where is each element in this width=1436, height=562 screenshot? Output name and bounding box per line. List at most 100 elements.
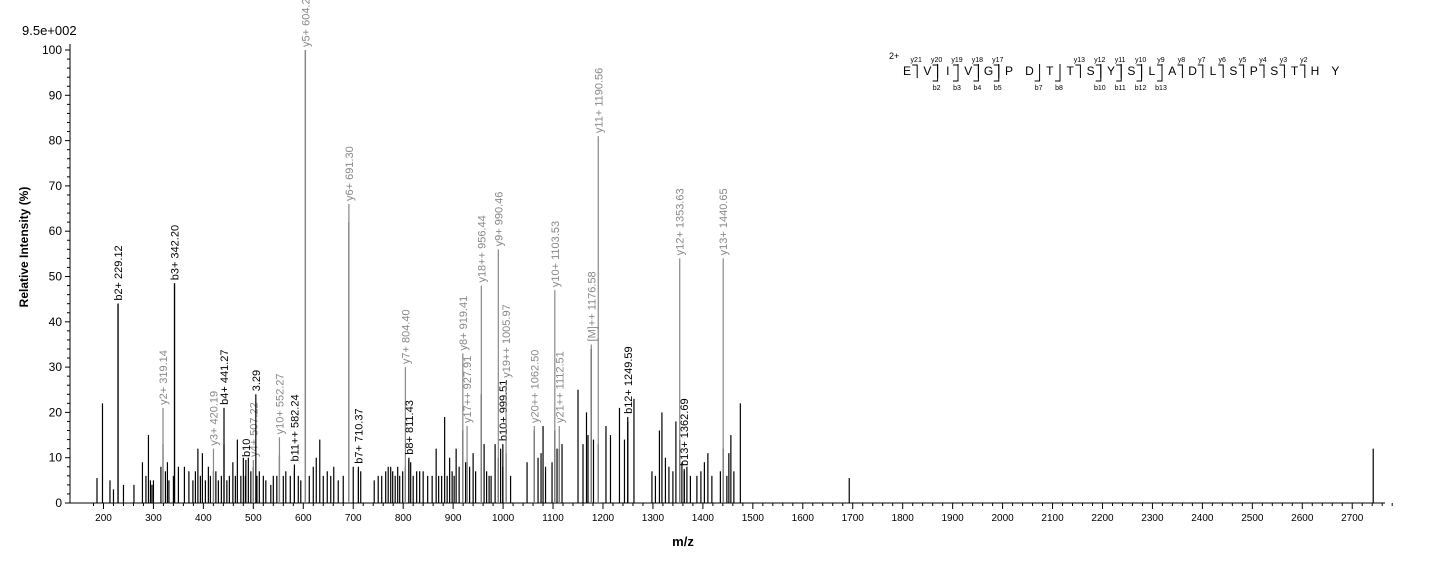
peak-label: y17++ 927.91	[462, 356, 474, 423]
y-ion-label: y17	[992, 57, 1003, 64]
peak-label: y18++ 956.44	[476, 215, 488, 282]
y-tick-label: 70	[49, 179, 63, 193]
b-ion-bracket	[973, 64, 979, 82]
peak-label: y10+ 1103.53	[550, 221, 562, 287]
b-ion-bracket	[1034, 64, 1041, 82]
y-tick-label: 50	[49, 270, 63, 284]
x-tick-label: 1400	[692, 513, 715, 524]
residue: D	[1025, 64, 1034, 78]
b-ion-bracket	[1095, 64, 1102, 82]
y-ion-label: y7	[1198, 57, 1206, 64]
peak-label: b10	[241, 439, 253, 457]
peak-label: b10+ 999.51	[498, 380, 510, 441]
b-ion-label: b3	[953, 85, 961, 92]
b-ion-label: b2	[933, 85, 941, 92]
peak-label: y6+ 691.30	[344, 146, 356, 201]
peak-label: y7+ 804.40	[400, 309, 412, 364]
x-tick-label: 700	[345, 513, 362, 524]
x-tick-label: 400	[195, 513, 212, 524]
residue: H	[1311, 64, 1320, 78]
y-ion-bracket	[993, 64, 1000, 78]
residue: I	[946, 64, 949, 78]
y-ion-label: y20	[931, 57, 942, 64]
b-ion-label: b7	[1035, 85, 1043, 92]
y-ion-label: y11	[1115, 57, 1126, 64]
b-ion-label: b5	[994, 85, 1002, 92]
residue: S	[1270, 64, 1278, 78]
peak-label: y9+ 990.46	[493, 192, 505, 247]
peak-label: y11+ 1190.56	[593, 68, 605, 133]
b-ion-bracket	[993, 64, 1000, 82]
x-tick-label: 2500	[1241, 513, 1264, 524]
y-ion-label: y6	[1218, 57, 1226, 64]
residue: T	[1067, 64, 1075, 78]
peak-label: y8+ 919.41	[458, 296, 470, 351]
peak-label: 3.29	[251, 370, 263, 391]
y-ion-bracket	[973, 64, 979, 78]
x-tick-label: 1800	[892, 513, 915, 524]
y-tick-label: 100	[42, 43, 62, 57]
x-tick-label: 2400	[1191, 513, 1214, 524]
peak-label: b7+ 710.37	[353, 408, 365, 463]
residue: E	[903, 64, 911, 78]
residue: Y	[1107, 64, 1115, 78]
y-tick-label: 80	[49, 134, 63, 148]
y-ion-bracket	[1136, 64, 1143, 78]
peak-label: y12+ 1353.63	[675, 188, 687, 255]
peak-label: y2+ 319.14	[158, 350, 170, 405]
precursor-charge: 2+	[889, 51, 899, 61]
y-ion-label: y10	[1135, 57, 1146, 64]
y-ion-bracket	[1259, 64, 1265, 78]
y-ion-bracket	[1197, 64, 1204, 78]
y-ion-label: y5	[1239, 57, 1247, 64]
x-tick-label: 1600	[792, 513, 815, 524]
x-tick-label: 900	[445, 513, 462, 524]
x-tick-label: 1500	[742, 513, 765, 524]
b-ion-label: b8	[1055, 85, 1063, 92]
peak-label: b8+ 811.43	[404, 400, 416, 455]
peak-label: b4+ 441.27	[219, 349, 231, 404]
b-ion-label: b11	[1115, 85, 1126, 92]
x-tick-label: 1000	[492, 513, 515, 524]
x-tick-label: 1700	[842, 513, 865, 524]
y-ion-label: y4	[1259, 57, 1267, 64]
y-ion-label: y8	[1178, 57, 1186, 64]
x-tick-label: 2300	[1141, 513, 1164, 524]
b-ion-label: b12	[1135, 85, 1147, 92]
b-ion-bracket	[1116, 64, 1122, 82]
x-axis-title: m/z	[672, 534, 694, 549]
residue: A	[1168, 64, 1176, 78]
residue: L	[1210, 64, 1217, 78]
residue: T	[1046, 64, 1054, 78]
x-tick-label: 1900	[942, 513, 965, 524]
x-tick-label: 1300	[642, 513, 665, 524]
x-tick-label: 600	[295, 513, 312, 524]
y-ion-label: y3	[1280, 57, 1288, 64]
b-ion-bracket	[1055, 64, 1061, 82]
y-tick-label: 10	[49, 451, 63, 465]
y-ion-bracket	[1218, 64, 1224, 78]
peak-label: b13+ 1362.69	[679, 398, 691, 466]
y-axis-title: Relative Intensity (%)	[17, 187, 31, 308]
y-ion-bracket	[1279, 64, 1285, 78]
y-tick-label: 60	[49, 224, 63, 238]
peaks	[96, 50, 1374, 503]
peak-label: y13+ 1440.65	[718, 188, 730, 255]
residue: P	[1005, 64, 1013, 78]
residue: Y	[1331, 64, 1339, 78]
y-ion-label: y19	[951, 57, 962, 64]
residue: T	[1291, 64, 1299, 78]
x-tick-label: 2200	[1091, 513, 1114, 524]
peak-label: y5+ 604.27	[300, 0, 312, 47]
b-ion-label: b10	[1094, 85, 1106, 92]
y-ion-label: y13	[1074, 57, 1085, 64]
y-tick-label: 90	[49, 88, 63, 102]
y-tick-label: 0	[55, 496, 62, 510]
x-tick-label: 1200	[592, 513, 615, 524]
y-tick-label: 40	[49, 315, 63, 329]
residue: G	[984, 64, 993, 78]
residue: S	[1229, 64, 1237, 78]
x-tick-label: 300	[145, 513, 162, 524]
residue: L	[1148, 64, 1155, 78]
y-ion-bracket	[1116, 64, 1122, 78]
